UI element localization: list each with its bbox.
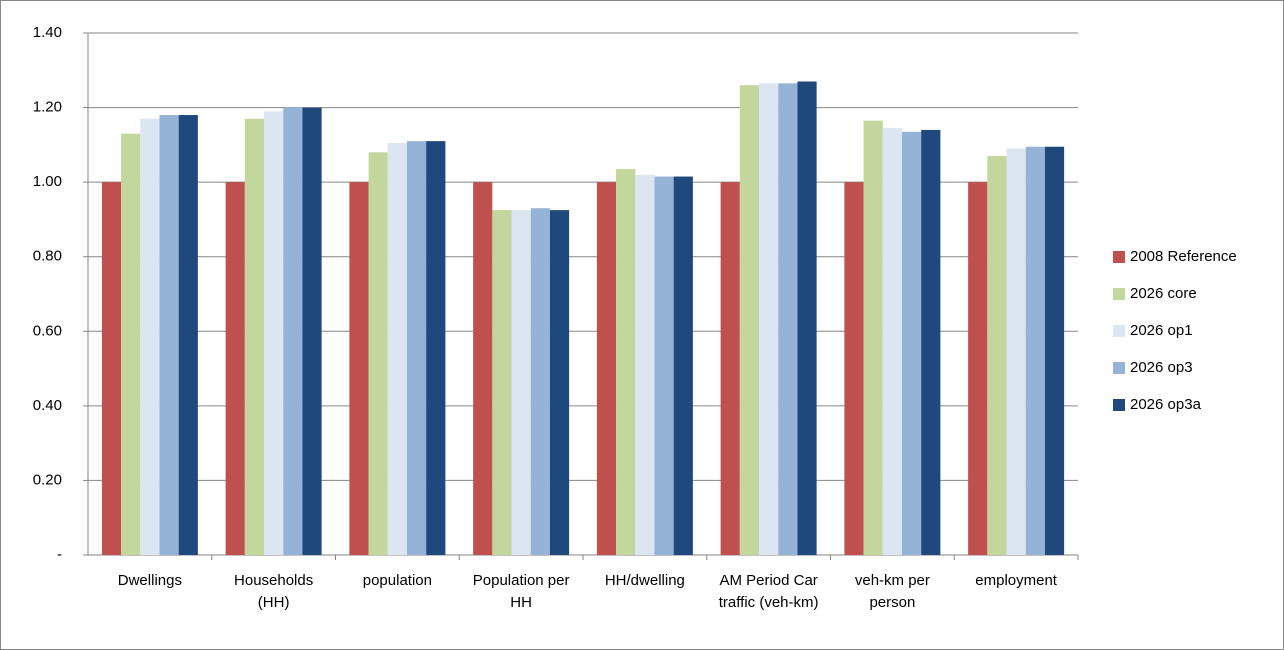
bar — [616, 169, 636, 556]
y-tick-label: 1.20 — [33, 99, 62, 116]
bar — [140, 118, 160, 555]
bar — [635, 174, 655, 555]
bar — [368, 152, 388, 556]
bar — [987, 156, 1007, 556]
y-tick-label: 0.80 — [33, 248, 62, 265]
bar — [549, 210, 570, 555]
bar — [264, 111, 284, 556]
bar — [178, 115, 198, 556]
bar — [863, 120, 883, 555]
bar — [101, 182, 122, 555]
bar — [283, 107, 303, 556]
bar — [654, 176, 674, 556]
y-tick-label: - — [57, 546, 62, 563]
x-tick-label: Households (HH) — [234, 572, 314, 611]
x-tick-label: employment — [975, 572, 1057, 589]
y-tick-label: 1.40 — [33, 24, 62, 41]
legend-label: 2026 op1 — [1130, 322, 1193, 339]
bar — [302, 107, 322, 556]
legend-swatch — [1113, 362, 1125, 374]
bar — [159, 115, 179, 556]
y-tick-label: 0.20 — [33, 471, 62, 488]
bar — [1025, 146, 1045, 555]
legend-label: 2026 op3a — [1130, 396, 1202, 413]
bar — [759, 83, 779, 555]
bar — [426, 141, 446, 555]
y-tick-label: 0.40 — [33, 397, 62, 414]
y-tick-label: 1.00 — [33, 173, 62, 190]
bar — [596, 182, 617, 555]
x-tick-label: Dwellings — [117, 572, 182, 589]
bar — [121, 133, 141, 555]
x-tick-label: HH/dwelling — [604, 572, 685, 589]
bar — [225, 182, 245, 555]
x-tick-label: AM Period Car traffic (veh-km) — [718, 572, 819, 611]
bar — [797, 81, 817, 555]
bar — [511, 210, 531, 555]
legend-swatch — [1113, 288, 1125, 300]
bar — [778, 83, 798, 555]
legend-swatch — [1113, 325, 1125, 337]
bar — [387, 142, 407, 555]
legend-swatch — [1113, 251, 1125, 263]
bar — [473, 182, 493, 555]
bar — [720, 182, 740, 555]
legend-label: 2026 core — [1130, 285, 1197, 302]
bar — [492, 210, 512, 555]
bar — [901, 131, 922, 556]
bar — [844, 182, 864, 555]
bar — [1044, 146, 1065, 555]
bar — [1006, 148, 1026, 556]
bar — [739, 85, 760, 555]
bar — [921, 129, 941, 555]
bar — [349, 182, 369, 555]
x-tick-label: Population per HH — [472, 572, 570, 611]
x-tick-label: veh-km per person — [854, 572, 930, 611]
bar — [673, 176, 693, 556]
y-tick-label: 0.60 — [33, 322, 62, 339]
x-tick-label: population — [362, 572, 432, 589]
legend-label: 2008 Reference — [1130, 248, 1237, 265]
bar — [244, 118, 265, 555]
bar — [530, 208, 550, 555]
bar — [968, 182, 988, 555]
bar — [406, 141, 427, 555]
legend-swatch — [1113, 399, 1125, 411]
legend-label: 2026 op3 — [1130, 359, 1193, 376]
bar — [882, 128, 902, 556]
